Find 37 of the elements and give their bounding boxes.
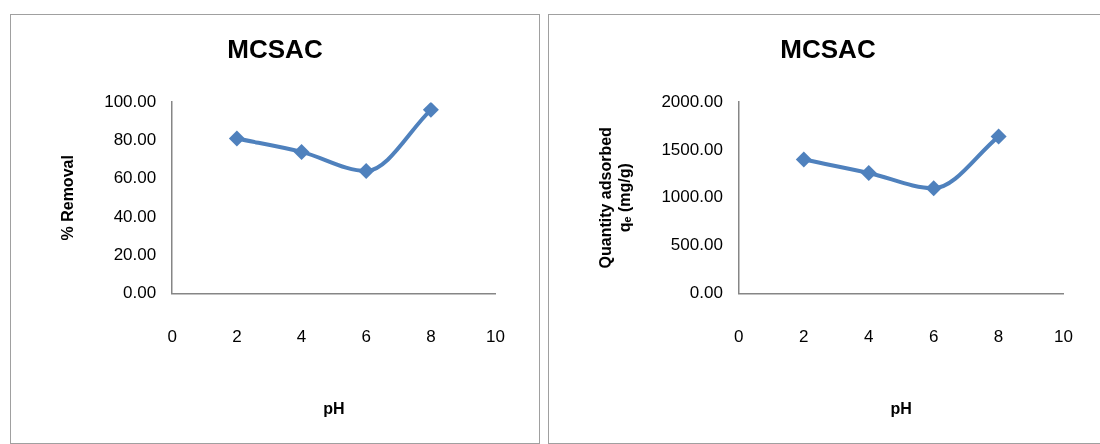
chart-title: MCSAC [780, 33, 876, 64]
y-tick-label: 2000.00 [661, 91, 723, 111]
x-tick-label: 10 [486, 327, 506, 347]
x-tick-label: 6 [928, 327, 939, 347]
x-axis-title: pH [323, 399, 345, 417]
x-tick-label: 8 [426, 327, 436, 347]
point [358, 163, 375, 180]
x-tick-label: 8 [993, 327, 1004, 347]
y-tick-label: 0.00 [123, 283, 157, 303]
point [990, 128, 1007, 145]
x-tick-label: 10 [1054, 327, 1074, 347]
y-tick-label: 80.00 [113, 130, 157, 150]
y-tick-label: 20.00 [113, 244, 157, 264]
y-tick-label: 1500.00 [661, 139, 723, 159]
y-tick-label: 500.00 [670, 235, 723, 255]
x-tick-label: 2 [232, 327, 242, 347]
point [795, 151, 812, 168]
x-tick-label: 2 [799, 327, 809, 347]
x-tick-label: 4 [296, 327, 307, 347]
y-tick-label: 100.00 [104, 91, 157, 111]
chart-title: MCSAC [227, 33, 323, 64]
x-tick-label: 0 [734, 327, 744, 347]
y-axis-title: Quantity adsorbed qₑ (mg/g) [597, 127, 634, 269]
point [925, 180, 942, 197]
y-tick-label: 60.00 [113, 168, 157, 188]
x-tick-label: 0 [167, 327, 177, 347]
point [293, 143, 310, 160]
x-tick-label: 4 [863, 327, 874, 347]
point [860, 164, 877, 181]
y-axis-title: % Removal [59, 155, 77, 241]
x-tick-label: 6 [361, 327, 371, 347]
y-tick-label: 1000.00 [661, 187, 723, 207]
point [228, 130, 245, 147]
x-axis-title: pH [890, 399, 912, 417]
y-tick-label: 0.00 [689, 283, 723, 303]
point [422, 102, 439, 118]
y-tick-label: 40.00 [113, 206, 157, 226]
